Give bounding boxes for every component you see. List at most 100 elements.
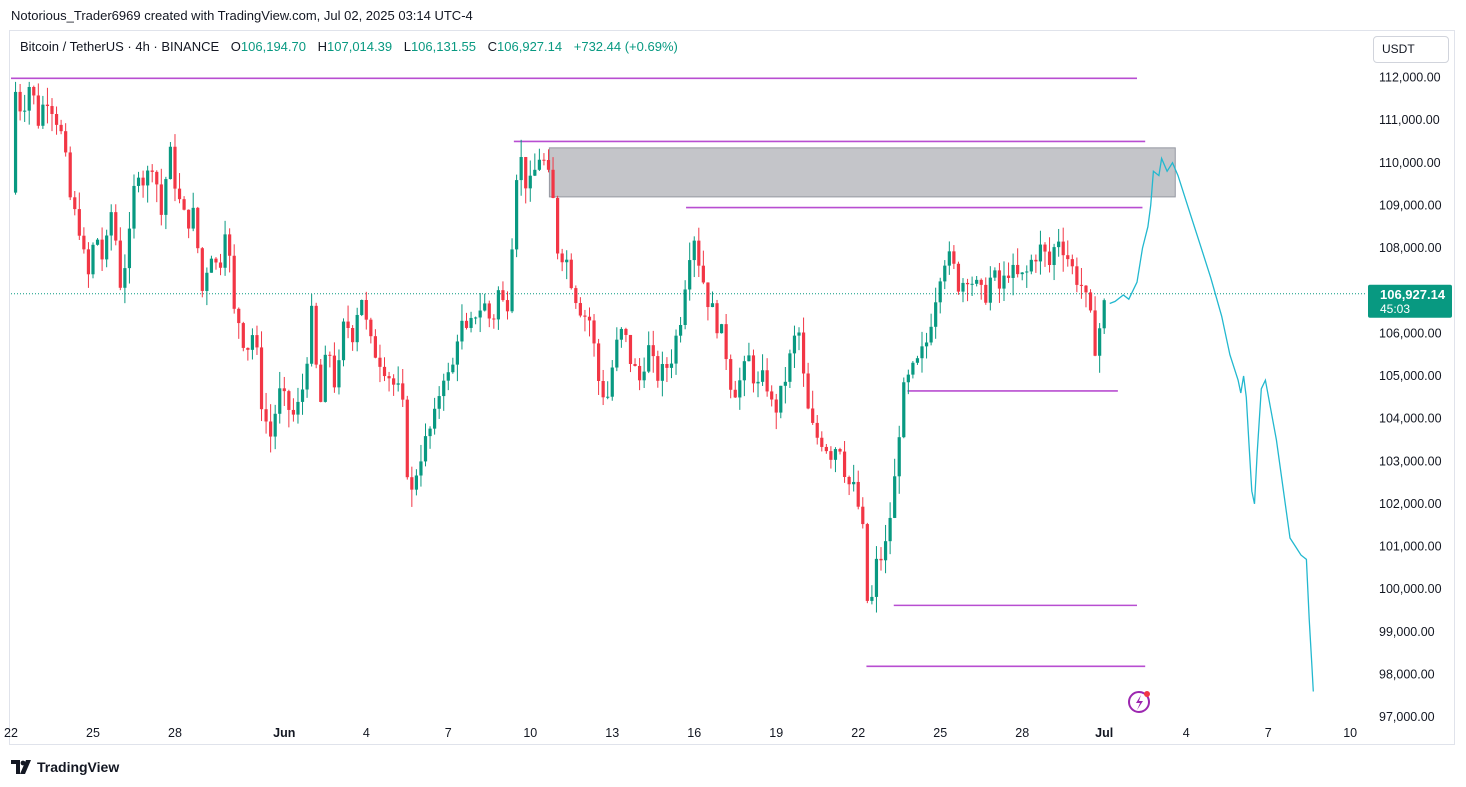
candle-body xyxy=(136,177,141,186)
flash-icon[interactable] xyxy=(1128,691,1150,713)
candle-body xyxy=(182,199,186,210)
candle-body xyxy=(801,332,806,374)
candle-body xyxy=(797,332,801,336)
candle-body xyxy=(455,341,459,365)
candle-body xyxy=(410,477,414,490)
candle-body xyxy=(209,258,214,273)
candle-body xyxy=(619,328,623,340)
candle-body xyxy=(73,197,77,210)
candle-body xyxy=(218,262,223,268)
tradingview-logo[interactable]: TradingView xyxy=(11,759,119,775)
symbol-legend[interactable]: Bitcoin / TetherUS · 4h · BINANCE O106,1… xyxy=(20,39,678,54)
candle-body xyxy=(196,207,200,249)
candle-body xyxy=(1020,272,1024,275)
candle-body xyxy=(446,372,450,381)
candle-body xyxy=(1034,259,1038,262)
candle-body xyxy=(264,409,268,422)
candle-body xyxy=(724,324,728,360)
candle-body xyxy=(1084,285,1088,293)
candle-body xyxy=(319,364,323,402)
candle-body xyxy=(123,268,127,288)
candle-body xyxy=(77,209,81,236)
high-label: H xyxy=(317,39,328,54)
candle-body xyxy=(191,207,195,229)
candle-body xyxy=(305,363,309,390)
x-tick-label: 28 xyxy=(168,726,182,740)
candle-body xyxy=(1066,255,1070,260)
candle-body xyxy=(647,345,651,372)
candle-body xyxy=(105,235,109,260)
candle-body xyxy=(269,421,273,437)
candles-layer xyxy=(13,81,1106,613)
candle-body xyxy=(36,95,40,126)
y-tick-label: 112,000.00 xyxy=(1379,71,1441,85)
levels-layer xyxy=(11,77,1146,668)
candle-body xyxy=(392,378,396,385)
low-value: 106,131.55 xyxy=(410,39,477,54)
candle-body xyxy=(760,370,765,382)
candle-body xyxy=(1057,241,1061,248)
candle-body xyxy=(505,300,510,312)
candle-body xyxy=(100,239,104,260)
candle-body xyxy=(592,320,596,344)
candle-body xyxy=(556,197,560,254)
candle-body xyxy=(405,399,409,478)
candle-body xyxy=(683,289,687,325)
candle-body xyxy=(291,409,296,415)
candle-body xyxy=(91,244,95,275)
candle-body xyxy=(437,396,441,409)
candle-body xyxy=(742,361,746,381)
candle-body xyxy=(1016,264,1020,275)
candle-body xyxy=(847,477,851,485)
candle-body xyxy=(314,305,318,365)
candle-body xyxy=(255,335,259,348)
candle-body xyxy=(132,185,136,229)
candle-body xyxy=(956,263,961,292)
x-tick-label: Jul xyxy=(1095,726,1113,740)
candle-body xyxy=(360,299,364,315)
candle-body xyxy=(13,91,18,193)
open-label: O xyxy=(230,39,241,54)
y-tick-label: 104,000.00 xyxy=(1379,412,1442,426)
candle-body xyxy=(173,146,177,189)
candle-body xyxy=(187,209,191,229)
candle-body xyxy=(537,159,541,170)
y-tick-label: 109,000.00 xyxy=(1379,198,1442,212)
candle-body xyxy=(560,253,564,263)
close-value: 106,927.14 xyxy=(497,39,563,54)
candle-body xyxy=(902,382,906,438)
candle-body xyxy=(18,91,22,112)
price-axis: 112,000.00 111,000.00 110,000.00 109,000.00… xyxy=(1379,71,1442,725)
candle-body xyxy=(583,315,587,317)
candle-body xyxy=(1088,292,1093,311)
candle-body xyxy=(310,305,314,364)
candle-body xyxy=(1038,244,1043,262)
x-tick-label: 13 xyxy=(605,726,619,740)
candle-body xyxy=(852,481,856,485)
candle-body xyxy=(528,175,532,189)
candle-body xyxy=(692,240,696,261)
candle-body xyxy=(806,373,810,409)
y-tick-label: 101,000.00 xyxy=(1379,540,1442,554)
candle-body xyxy=(897,437,901,477)
candle-body xyxy=(469,317,473,328)
candle-body xyxy=(1102,300,1106,329)
candle-body xyxy=(423,436,428,462)
candle-body xyxy=(829,451,833,460)
candle-body xyxy=(300,389,305,402)
y-tick-label: 99,000.00 xyxy=(1379,625,1435,639)
candle-body xyxy=(1052,247,1056,266)
candle-body xyxy=(1043,244,1047,252)
y-tick-label: 97,000.00 xyxy=(1379,710,1435,724)
low-label: L xyxy=(403,39,411,54)
candle-body xyxy=(774,399,778,413)
candle-body xyxy=(911,362,915,375)
candle-body xyxy=(378,357,382,367)
candle-body xyxy=(984,284,988,303)
candle-body xyxy=(856,481,860,507)
currency-button[interactable]: USDT xyxy=(1373,36,1449,63)
candle-body xyxy=(920,346,924,359)
candle-body xyxy=(474,317,478,319)
candle-body xyxy=(282,388,286,392)
